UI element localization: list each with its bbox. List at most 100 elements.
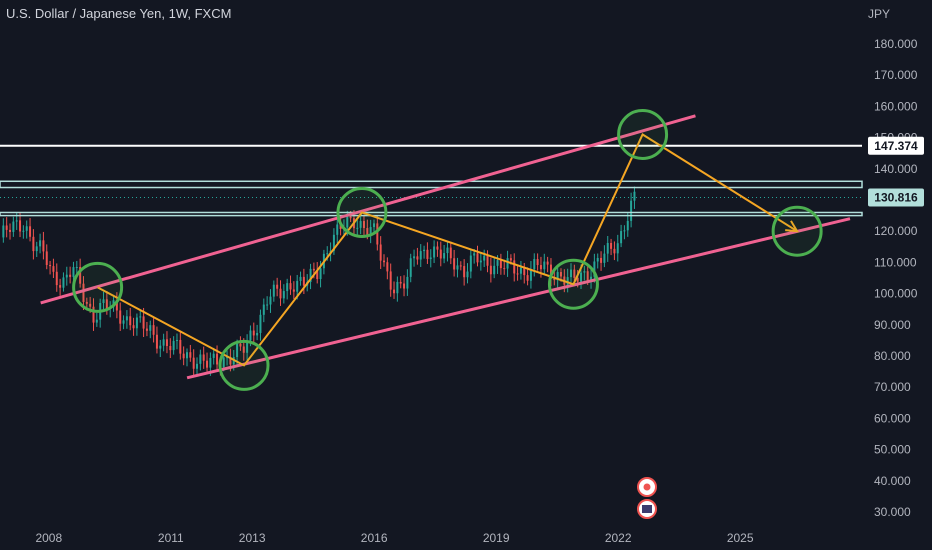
pivot-circle[interactable] [771,205,823,257]
candle-body [369,227,372,236]
candle-body [576,277,579,282]
y-tick-label: 180.000 [874,37,918,51]
y-tick-label: 110.000 [874,255,917,269]
candle-body [376,223,379,245]
candle-body [266,304,269,306]
price-tag-label: 147.374 [874,139,918,153]
y-tick-label: 140.000 [874,162,918,176]
candle-body [272,284,275,297]
candle-body [509,258,512,261]
candle-body [566,277,569,285]
y-tick-label: 100.000 [874,287,918,301]
candle-body [393,289,396,294]
x-tick-label: 2025 [727,531,754,545]
candle-body [519,267,522,274]
candle-body [102,299,105,303]
candle-body [199,354,202,364]
candle-body [165,339,168,347]
y-tick-label: 90.000 [874,318,911,332]
y-tick-label: 160.000 [874,99,918,113]
candle-body [256,332,259,336]
y-tick-label: 70.000 [874,380,911,394]
candle-body [75,266,78,268]
candle-body [85,301,88,304]
candle-body [9,229,12,232]
channel-lower-line[interactable] [186,217,851,380]
candle-body [2,225,5,238]
candle-body [185,352,188,359]
y-tick-label: 40.000 [874,474,911,488]
candle-body [142,316,145,329]
candle-body [413,256,416,259]
candle-body [583,271,586,273]
candle-body [603,253,606,263]
candle-body [95,319,98,323]
candle-body [296,280,299,292]
candle-body [149,325,152,331]
candle-body [469,255,472,272]
symbol-title[interactable]: U.S. Dollar / Japanese Yen, 1W, FXCM [6,6,232,21]
candle-body [366,228,369,236]
x-tick-label: 2019 [483,531,510,545]
candle-body [449,247,452,259]
candle-body [262,304,265,315]
candle-body [229,357,232,365]
candle-body [443,253,446,259]
candle-body [279,288,282,299]
x-tick-label: 2013 [239,531,266,545]
candle-body [19,220,22,232]
candle-body [426,249,429,259]
candle-body [493,265,496,275]
candle-body [633,191,636,201]
candle-body [236,343,239,358]
candle-body [162,339,165,346]
zone-rectangle[interactable] [0,180,863,189]
zone-rectangle[interactable] [0,211,863,217]
pivot-circle[interactable] [218,339,270,391]
price-tags: 147.374 130.816 [868,136,924,207]
candle-body [249,330,252,341]
candle-body [466,271,469,278]
candle-body [299,276,302,281]
candle-body [473,253,476,256]
candle-body [613,248,616,254]
candle-body [539,265,542,270]
drawings[interactable] [0,108,863,391]
candle-body [202,354,205,361]
candle-body [252,330,255,336]
candle-body [15,220,18,222]
candle-body [570,269,573,278]
pivot-circle[interactable] [72,261,124,313]
candle-body [59,285,62,288]
pivot-circle[interactable] [547,258,599,310]
candle-body [302,276,305,286]
candle-body [433,246,436,258]
candle-body [282,291,285,299]
candle-body [526,275,529,281]
candle-body [403,283,406,289]
channel-upper-line[interactable] [40,114,696,305]
candle-body [139,316,142,318]
candles [2,186,636,378]
candle-body [396,281,399,294]
currency-label: JPY [868,7,890,21]
candle-body [543,261,546,270]
candle-body [586,271,589,281]
candle-body [132,325,135,329]
price-tag-label: 130.816 [874,190,918,204]
pivot-circle[interactable] [617,108,669,160]
event-markers[interactable] [637,477,657,519]
candle-body [35,246,38,252]
candle-body [476,253,479,263]
candle-body [55,271,58,286]
pivot-circle[interactable] [336,186,388,238]
candle-body [62,277,65,288]
projection-path[interactable] [97,133,798,367]
candle-body [286,283,289,292]
candle-body [242,346,245,353]
candle-body [332,234,335,251]
candle-body [399,281,402,284]
candle-body [326,253,329,255]
candle-body [119,310,122,324]
